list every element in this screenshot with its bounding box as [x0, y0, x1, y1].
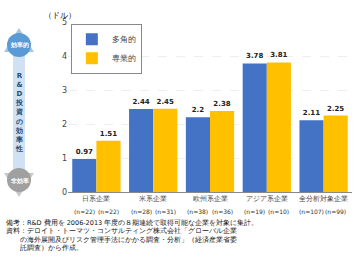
svg-text:(n=38): (n=38): [187, 208, 208, 215]
svg-text:(n=19): (n=19): [244, 208, 265, 215]
svg-text:専業的: 専業的: [112, 54, 136, 63]
svg-text:(n=99): (n=99): [325, 208, 346, 215]
svg-text:2.11: 2.11: [303, 109, 320, 117]
svg-text:(n=31): (n=31): [155, 208, 176, 215]
svg-text:0: 0: [62, 188, 67, 197]
svg-text:1: 1: [62, 154, 67, 163]
svg-text:(n=107): (n=107): [299, 208, 324, 215]
svg-text:3.81: 3.81: [270, 51, 287, 59]
svg-text:欧州系企業: 欧州系企業: [193, 195, 228, 203]
svg-text:多角的: 多角的: [112, 35, 136, 44]
svg-text:備考：R&D 費用を 2006-2013 年度の８期連続で取: 備考：R&D 費用を 2006-2013 年度の８期連続で取得可能な企業を対象に…: [6, 219, 258, 252]
svg-text:米系企業: 米系企業: [139, 195, 167, 203]
svg-text:アジア系企業: アジア系企業: [246, 195, 288, 203]
svg-text:0.97: 0.97: [76, 148, 93, 156]
svg-text:R&D投資の効率性: R&D投資の効率性: [15, 72, 24, 153]
svg-text:全分析対象企業: 全分析対象企業: [299, 195, 348, 203]
svg-text:3: 3: [62, 86, 67, 95]
svg-text:4: 4: [62, 52, 67, 61]
svg-text:2: 2: [62, 120, 67, 129]
svg-text:効率的: 効率的: [10, 41, 29, 48]
svg-text:(n=28): (n=28): [131, 208, 152, 215]
svg-text:2.45: 2.45: [157, 98, 174, 106]
svg-text:(n=22): (n=22): [98, 208, 119, 215]
svg-text:2.25: 2.25: [327, 105, 344, 113]
svg-text:非効率: 非効率: [10, 177, 29, 184]
svg-text:1.51: 1.51: [100, 130, 117, 138]
svg-text:(n=10): (n=10): [268, 208, 289, 215]
svg-text:(n=36): (n=36): [212, 208, 233, 215]
svg-text:3.78: 3.78: [246, 52, 263, 60]
svg-text:(n=22): (n=22): [74, 208, 95, 215]
svg-text:2.44: 2.44: [132, 98, 149, 106]
svg-text:日系企業: 日系企業: [82, 195, 110, 203]
svg-text:（ドル）: （ドル）: [44, 11, 76, 20]
svg-text:2.2: 2.2: [192, 106, 205, 114]
svg-text:5: 5: [62, 18, 67, 27]
svg-text:2.38: 2.38: [213, 100, 230, 108]
